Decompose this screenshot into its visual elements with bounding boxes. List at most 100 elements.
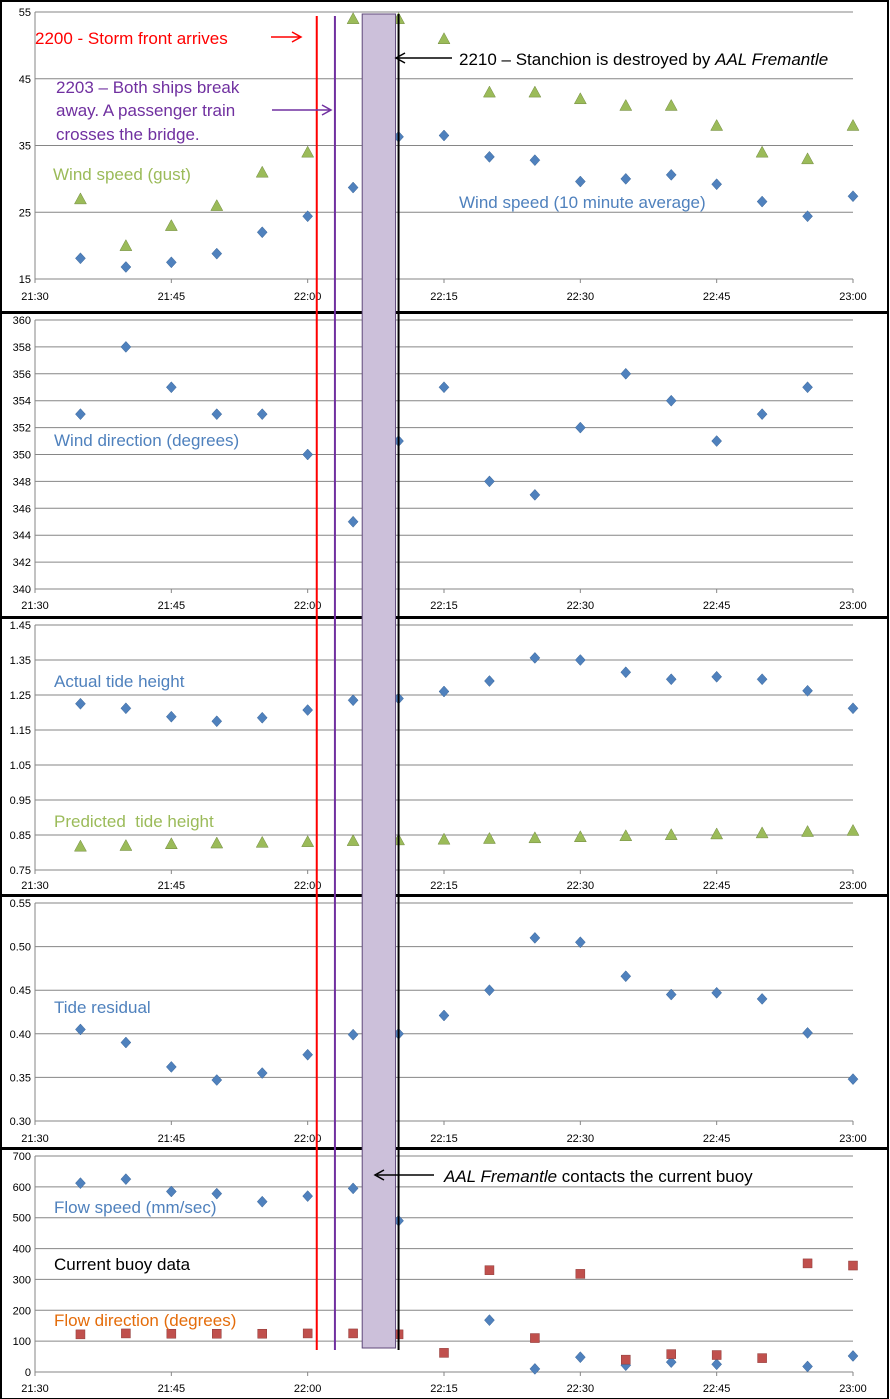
data-point: [484, 150, 495, 163]
series-diamond: [75, 1173, 859, 1375]
data-point: [256, 1195, 268, 1208]
x-tick-label: 21:45: [158, 880, 186, 892]
y-tick-label: 0.40: [10, 1029, 31, 1041]
x-tick-label: 22:45: [703, 1383, 731, 1395]
data-point: [120, 702, 132, 715]
data-point: [346, 834, 360, 846]
data-point: [211, 247, 223, 260]
panel-4: 0.30 0.35 0.40 0.45 0.50 0.55 21:30 21:45 22:00 2…: [0, 895, 889, 1149]
y-tick-label: 200: [13, 1305, 31, 1317]
data-point: [347, 694, 359, 707]
data-point: [801, 152, 814, 165]
data-point: [756, 673, 768, 686]
y-tick-label: 0.75: [10, 865, 31, 877]
x-tick-label: 22:00: [294, 291, 322, 303]
y-tick-label: 0.45: [10, 985, 31, 997]
data-point: [120, 1173, 132, 1186]
data-point: [620, 173, 632, 185]
data-point: [438, 129, 450, 142]
x-tick-label: 23:00: [839, 1383, 867, 1395]
x-tick-label: 22:30: [567, 600, 595, 612]
data-point: [665, 673, 677, 686]
data-point: [530, 1333, 540, 1343]
x-tick-label: 22:15: [430, 1133, 458, 1145]
stanchion-annotation-ship: AAL Fremantle: [714, 50, 828, 69]
data-point: [847, 1073, 859, 1086]
data-point: [664, 98, 678, 111]
data-point: [756, 993, 768, 1005]
data-point: [802, 1360, 813, 1373]
x-tick-label: 22:15: [430, 600, 458, 612]
data-point: [120, 341, 132, 353]
data-point: [847, 190, 859, 203]
data-point: [620, 367, 632, 380]
data-point: [302, 210, 314, 223]
y-tick-label: 100: [13, 1336, 31, 1348]
data-point: [665, 988, 677, 1001]
y-tick-label: 344: [13, 530, 31, 542]
data-point: [211, 715, 223, 728]
x-tick-label: 22:15: [430, 880, 458, 892]
data-point: [347, 1182, 359, 1195]
data-point: [165, 1185, 177, 1198]
data-point: [711, 670, 723, 683]
data-point: [120, 1036, 132, 1049]
x-tick-label: 21:30: [21, 1133, 49, 1145]
data-point: [164, 219, 178, 231]
stanchion-arrow-head: [394, 52, 406, 64]
x-tick-label: 21:45: [158, 1133, 186, 1145]
data-point: [302, 1190, 314, 1202]
series-square: [75, 1258, 858, 1365]
data-point: [119, 239, 133, 251]
data-point: [255, 835, 269, 848]
x-tick-label: 21:30: [21, 880, 49, 892]
data-point: [711, 178, 723, 191]
label-predicted-tide: Predicted tide height: [54, 812, 214, 831]
y-tick-label: 0.85: [10, 830, 31, 842]
data-point: [848, 1260, 858, 1271]
break-arrow-head: [321, 104, 333, 116]
series-diamond: [75, 932, 859, 1086]
x-tick-label: 21:45: [158, 1383, 186, 1395]
panel-frame: [0, 312, 889, 618]
data-point: [164, 837, 178, 849]
data-point: [802, 1027, 813, 1039]
y-tick-label: 350: [13, 450, 31, 462]
stanchion-annotation-prefix: 2210 – Stanchion is destroyed by: [459, 50, 715, 69]
data-point: [346, 12, 360, 24]
data-point: [529, 1363, 541, 1375]
y-tick-label: 15: [19, 274, 31, 286]
data-point: [483, 85, 496, 98]
y-tick-label: 25: [19, 207, 31, 219]
data-point: [665, 168, 677, 181]
data-point: [211, 1187, 223, 1200]
data-point: [75, 697, 86, 710]
y-tick-label: 346: [13, 503, 31, 515]
y-tick-label: 700: [13, 1151, 31, 1163]
data-point: [755, 826, 769, 839]
x-tick-label: 22:00: [294, 1133, 322, 1145]
y-tick-label: 1.35: [10, 655, 31, 667]
data-point: [165, 710, 177, 723]
data-point: [710, 118, 724, 131]
data-point: [483, 831, 496, 844]
label-current-buoy: Current buoy data: [54, 1255, 191, 1274]
data-point: [665, 394, 677, 407]
data-point: [256, 226, 268, 239]
data-point: [212, 1328, 222, 1339]
data-point: [801, 824, 814, 837]
data-point: [210, 836, 224, 849]
x-tick-label: 22:15: [430, 1383, 458, 1395]
y-tick-label: 1.25: [10, 690, 31, 702]
y-tick-label: 45: [19, 74, 31, 86]
data-point: [484, 475, 495, 488]
data-point: [75, 1329, 86, 1340]
data-point: [847, 702, 859, 715]
y-tick-label: 356: [13, 369, 31, 381]
data-point: [573, 830, 587, 842]
label-flow-speed: Flow speed (mm/sec): [54, 1198, 216, 1217]
y-tick-label: 400: [13, 1244, 31, 1256]
x-tick-label: 21:30: [21, 600, 49, 612]
data-point: [846, 823, 860, 836]
data-point: [256, 711, 268, 724]
